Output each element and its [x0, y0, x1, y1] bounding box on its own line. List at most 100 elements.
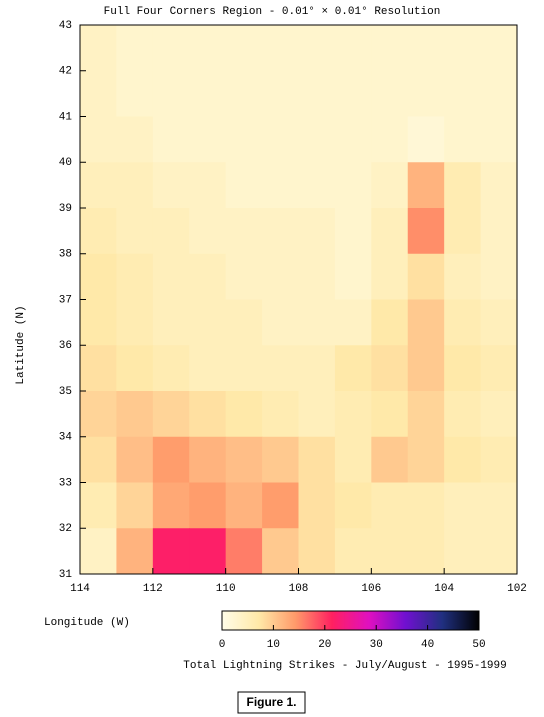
heat-cell [80, 528, 117, 575]
heat-cell [152, 528, 190, 575]
colorbar-tick-label: 40 [421, 639, 434, 651]
heat-cell [116, 25, 154, 72]
heat-cell [371, 70, 409, 117]
heat-cell [80, 208, 117, 255]
heat-cell [480, 70, 518, 117]
heat-cell [80, 299, 117, 346]
y-tick-label: 32 [59, 523, 72, 535]
heat-cell [116, 70, 154, 117]
heat-cell [262, 436, 299, 483]
heat-cell [262, 116, 299, 163]
heat-cell [152, 70, 190, 117]
heat-cell [262, 162, 299, 209]
heat-cell [262, 70, 299, 117]
y-tick-label: 39 [59, 203, 72, 215]
heat-cell [444, 208, 482, 255]
heat-cell [298, 345, 336, 392]
heat-cell [480, 116, 518, 163]
heat-cell [189, 345, 227, 392]
y-tick-label: 34 [59, 432, 73, 444]
heat-cell [371, 436, 409, 483]
heat-cell [189, 528, 227, 575]
heat-cell [480, 208, 518, 255]
x-tick-label: 114 [70, 583, 90, 595]
heat-cell [371, 208, 409, 255]
heat-cell [189, 391, 227, 438]
heat-cell [116, 482, 154, 529]
heat-cell [407, 25, 445, 72]
heat-cell [334, 162, 372, 209]
x-tick-label: 106 [361, 583, 381, 595]
heat-cell [225, 299, 263, 346]
y-tick-label: 36 [59, 340, 72, 352]
heat-cell [80, 116, 117, 163]
heat-cell [480, 528, 518, 575]
heat-cell [80, 436, 117, 483]
heat-cell [225, 116, 263, 163]
heat-cell [298, 25, 336, 72]
colorbar-tick-label: 30 [370, 639, 383, 651]
heat-cell [80, 162, 117, 209]
heat-cell [480, 299, 518, 346]
colorbar-label: Total Lightning Strikes - July/August - … [183, 660, 506, 672]
heat-cell [334, 25, 372, 72]
heat-cell [371, 528, 409, 575]
heat-cell [116, 391, 154, 438]
heat-cell [262, 528, 299, 575]
x-tick-label: 102 [507, 583, 527, 595]
heat-cell [371, 391, 409, 438]
y-tick-label: 42 [59, 66, 72, 78]
heat-cell [262, 253, 299, 300]
heat-cell [189, 70, 227, 117]
heat-cell [262, 25, 299, 72]
colorbar-tick-label: 0 [219, 639, 226, 651]
heat-cell [444, 482, 482, 529]
heat-cell [152, 208, 190, 255]
heat-cell [116, 436, 154, 483]
heat-cell [407, 116, 445, 163]
heat-cell [407, 528, 445, 575]
heat-cell [225, 25, 263, 72]
heat-cell [298, 208, 336, 255]
heat-cell [444, 25, 482, 72]
heat-cell [444, 116, 482, 163]
heat-cell [80, 345, 117, 392]
heat-cell [298, 436, 336, 483]
heat-cell [225, 70, 263, 117]
heat-cell [407, 391, 445, 438]
heat-cell [480, 482, 518, 529]
heat-cell [444, 436, 482, 483]
heat-cell [371, 482, 409, 529]
heat-cell [116, 208, 154, 255]
heat-cell [444, 391, 482, 438]
x-tick-label: 112 [143, 583, 163, 595]
heat-cell [262, 391, 299, 438]
heat-cell [152, 116, 190, 163]
heat-cell [189, 25, 227, 72]
colorbar [221, 610, 480, 631]
heat-cell [189, 299, 227, 346]
heat-cell [407, 482, 445, 529]
y-tick-label: 38 [59, 249, 72, 261]
heat-cell [262, 299, 299, 346]
heat-cell [298, 528, 336, 575]
heat-cell [444, 528, 482, 575]
heat-cell [262, 208, 299, 255]
heat-cell [407, 162, 445, 209]
heat-cell [152, 299, 190, 346]
heat-cell [152, 391, 190, 438]
heat-cell [80, 391, 117, 438]
heat-cell [334, 391, 372, 438]
heat-cell [116, 528, 154, 575]
heat-cell [152, 345, 190, 392]
heat-cell [334, 436, 372, 483]
heat-cell [189, 436, 227, 483]
heat-cell [407, 299, 445, 346]
heat-cell [334, 70, 372, 117]
y-tick-label: 37 [59, 294, 72, 306]
y-tick-label: 41 [59, 111, 73, 123]
heat-cell [444, 345, 482, 392]
heat-cell [444, 162, 482, 209]
heat-cell [189, 253, 227, 300]
heat-cell [298, 299, 336, 346]
